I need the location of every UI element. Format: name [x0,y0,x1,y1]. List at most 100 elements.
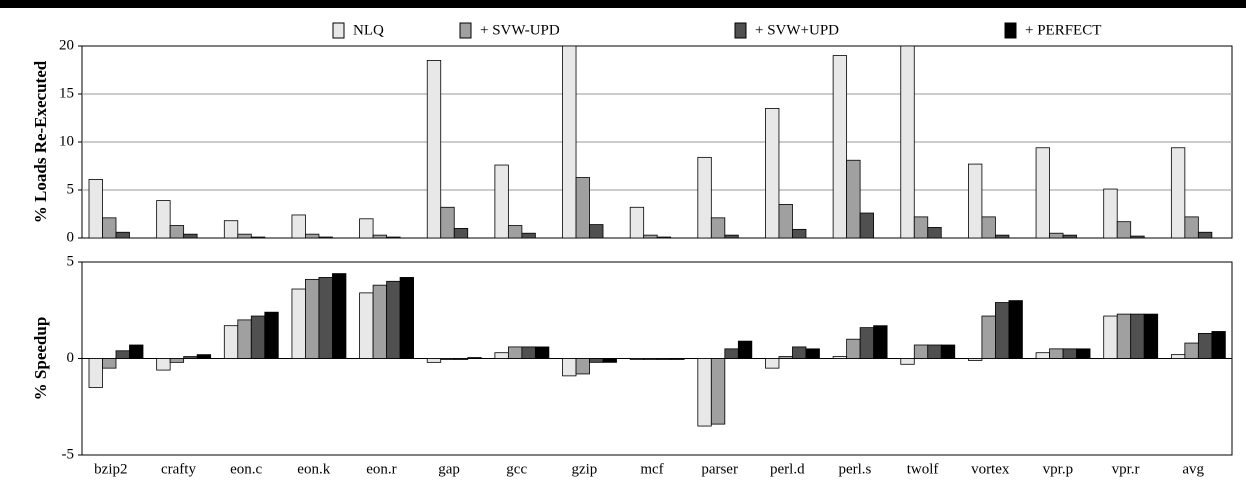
bar [494,164,509,239]
bar [250,236,266,239]
bar [562,358,577,377]
x-tick-label: perl.s [838,461,871,477]
bar [1116,221,1132,239]
x-tick-label: vpr.p [1043,461,1073,477]
bar [102,217,117,239]
bar [237,233,252,239]
bar [1197,231,1213,239]
bar [196,354,212,359]
x-tick-label: eon.c [230,461,262,477]
bar [291,214,306,239]
bar [1103,188,1118,239]
x-tick-label: bzip2 [94,461,127,477]
bar [305,233,320,239]
y-tick-label: 0 [67,350,75,366]
bar [521,346,536,359]
bar [1076,348,1091,359]
bar [737,340,753,359]
bar [223,220,239,239]
legend-label: + PERFECT [1025,22,1101,38]
x-tick-label: crafty [161,461,196,477]
bar [440,358,455,360]
bar [913,344,929,359]
bar [562,45,577,239]
bar [318,236,333,239]
bar [169,225,185,239]
y-tick-label: 15 [59,85,74,101]
bar [589,358,604,363]
bar [900,45,915,239]
x-tick-label: eon.r [366,461,396,477]
bar [183,356,198,359]
bar [1035,147,1050,239]
bar [156,358,171,371]
bar [1197,333,1213,359]
bar [372,284,387,359]
legend-label: + SVW+UPD [755,22,839,38]
bar [372,234,387,239]
x-tick-label: vpr.r [1112,461,1140,477]
bar [643,234,658,239]
legend-label: NLQ [353,22,384,38]
bar [426,60,442,239]
bar [1049,232,1064,239]
bar [981,216,996,239]
bar [1130,235,1145,239]
x-tick-label: gzip [571,461,597,477]
bar [115,231,130,239]
bar [426,358,442,363]
bar [332,273,347,359]
bar [1103,315,1118,359]
y-axis-label: % Speedup [31,317,50,401]
bar [1170,354,1186,359]
y-axis-label: % Loads Re-Executed [31,60,50,223]
legend-swatch [1004,22,1017,39]
bar [129,344,144,359]
bar [859,212,875,239]
bar [305,278,320,359]
bar [697,358,712,427]
top-rule [0,0,1246,8]
x-tick-label: twolf [907,461,939,477]
bar [778,356,793,359]
bar [102,358,117,369]
bar [832,356,848,359]
bar [169,358,185,363]
bar [440,206,455,239]
bar [656,236,672,239]
bar [778,203,793,239]
legend-swatch [734,22,747,39]
x-tick-label: gcc [506,461,527,477]
bar [264,311,279,359]
bar [968,163,983,239]
bar [927,227,942,239]
bar [1143,313,1159,359]
bar [156,200,171,239]
bar [1062,234,1077,239]
bar [846,338,861,359]
bar [1049,348,1064,359]
bar [900,358,915,365]
bar [88,179,103,239]
bar [386,280,401,359]
bar [1211,331,1226,359]
x-tick-label: gap [438,461,460,477]
bar [765,358,780,369]
bar [250,315,266,359]
bar [1170,147,1186,239]
bar [237,319,252,359]
bar [629,358,645,360]
y-tick-label: 5 [67,253,75,269]
x-tick-label: perl.d [770,461,805,477]
bar [697,156,712,239]
x-tick-label: mcf [640,461,663,477]
bar [629,206,645,239]
bar [805,348,820,359]
bar [995,302,1010,359]
bar [115,350,130,359]
bar [724,234,739,239]
bar [846,159,861,239]
bar [602,358,617,363]
bar [359,292,374,359]
